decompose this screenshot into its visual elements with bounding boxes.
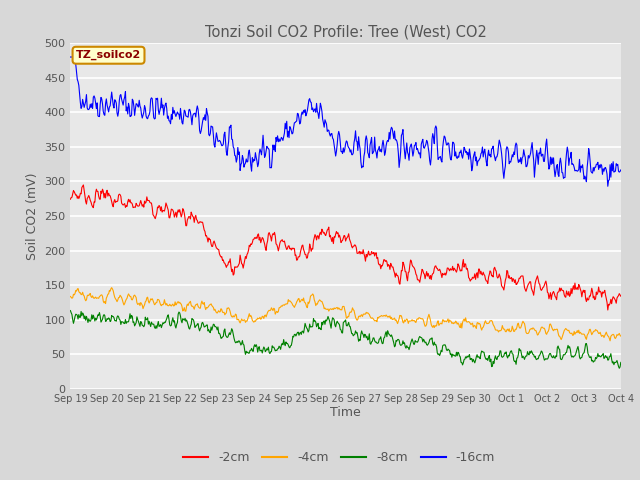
Legend: -2cm, -4cm, -8cm, -16cm: -2cm, -4cm, -8cm, -16cm xyxy=(179,446,500,469)
X-axis label: Time: Time xyxy=(330,407,361,420)
Y-axis label: Soil CO2 (mV): Soil CO2 (mV) xyxy=(26,172,39,260)
Title: Tonzi Soil CO2 Profile: Tree (West) CO2: Tonzi Soil CO2 Profile: Tree (West) CO2 xyxy=(205,24,486,39)
Text: TZ_soilco2: TZ_soilco2 xyxy=(76,50,141,60)
